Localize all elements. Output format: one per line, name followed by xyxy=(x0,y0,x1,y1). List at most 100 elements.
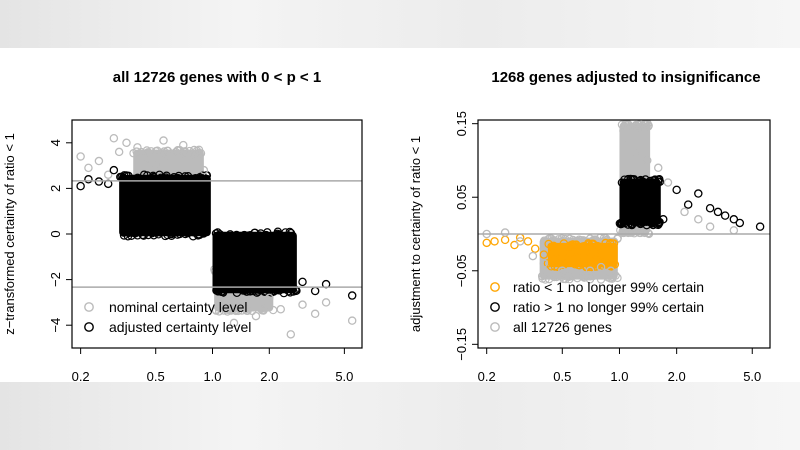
right-cloud-point xyxy=(650,176,659,185)
left-cloud-point xyxy=(138,230,147,240)
right-chart-ylabel: adjustment to certainty of ratio < 1 xyxy=(408,136,423,332)
left-point-series-1 xyxy=(133,186,142,195)
right-x-tick-label: 0.5 xyxy=(553,369,571,384)
right-point-series-1 xyxy=(720,211,730,220)
right-cloud-point xyxy=(619,217,628,226)
left-x-tick-label: 2.0 xyxy=(260,369,278,384)
left-cloud-point xyxy=(286,228,296,238)
right-cloud-point xyxy=(571,240,581,249)
left-point-series-0 xyxy=(251,311,261,321)
left-point-series-1 xyxy=(241,266,250,275)
left-reference-lines xyxy=(72,180,362,288)
right-point-series-0 xyxy=(573,253,582,262)
left-x-tick-label: 5.0 xyxy=(335,369,353,384)
left-x-tick-label: 0.2 xyxy=(72,369,90,384)
right-point-series-2 xyxy=(630,148,639,158)
left-point-series-0 xyxy=(159,136,168,145)
right-point-series-1 xyxy=(735,218,745,228)
right-x-tick-label: 1.0 xyxy=(610,369,628,384)
left-cloud-point xyxy=(215,230,225,239)
right-cloud-point xyxy=(634,228,644,237)
right-x-tick-label: 2.0 xyxy=(668,369,686,384)
right-cloud-point xyxy=(647,219,657,228)
right-point-series-2 xyxy=(663,178,673,187)
left-cloud-point xyxy=(124,228,134,238)
left-point-series-1 xyxy=(223,252,232,262)
right-point-series-1 xyxy=(672,185,681,195)
right-cloud-point xyxy=(610,260,620,269)
left-point-series-0 xyxy=(114,147,124,157)
left-x-tick-label: 0.5 xyxy=(147,369,165,384)
right-cloud-point xyxy=(640,228,649,238)
left-point-series-0 xyxy=(76,152,85,161)
right-cloud-point xyxy=(620,219,629,228)
right-cloud-point xyxy=(655,175,664,184)
right-point-series-2 xyxy=(694,215,703,224)
right-point-series-1 xyxy=(694,189,703,198)
right-point-series-2 xyxy=(680,207,689,217)
left-cloud-point xyxy=(291,285,300,294)
right-point-series-2 xyxy=(619,126,628,136)
right-x-tick-label: 0.2 xyxy=(478,369,496,384)
left-point-series-0 xyxy=(151,161,160,170)
left-y-tick-label: 4 xyxy=(48,139,63,146)
right-point-series-2 xyxy=(528,251,538,261)
right-cloud-point xyxy=(584,240,594,249)
left-point-series-1 xyxy=(84,175,93,184)
right-plot-frame xyxy=(477,119,771,349)
left-cloud-point xyxy=(161,231,170,241)
right-point-series-2 xyxy=(573,273,582,283)
right-point-series-2 xyxy=(642,156,652,165)
right-legend-label-gray: all 12726 genes xyxy=(513,319,612,335)
left-point-series-0 xyxy=(179,140,188,150)
right-point-series-2 xyxy=(500,228,510,237)
right-point-series-2 xyxy=(729,226,739,235)
right-cloud-point xyxy=(629,175,638,185)
right-points xyxy=(482,126,765,283)
right-point-series-1 xyxy=(636,178,646,187)
right-point-series-1 xyxy=(659,215,668,224)
left-point-series-0 xyxy=(122,138,131,148)
right-point-series-1 xyxy=(705,204,715,213)
left-legend: nominal certainty level adjusted certain… xyxy=(84,299,251,335)
left-cloud-point xyxy=(231,306,240,316)
right-cloud-point xyxy=(544,234,553,244)
left-point-series-0 xyxy=(166,152,175,161)
left-cloud-point xyxy=(119,228,128,237)
left-y-tick-label: −2 xyxy=(48,272,63,287)
left-y-tick-label: 2 xyxy=(48,185,63,192)
left-cloud-point xyxy=(183,171,193,181)
right-cloud-point xyxy=(544,239,553,249)
left-cloud-point xyxy=(133,231,142,240)
left-legend-label-adjusted: adjusted certainty level xyxy=(109,319,251,335)
right-point-series-2 xyxy=(539,259,549,268)
right-y-axis: −0.15 −0.05 0.05 0.15 xyxy=(454,111,478,361)
right-legend-marker-gray xyxy=(490,322,500,332)
left-point-series-0 xyxy=(216,295,225,305)
left-cloud-point xyxy=(183,229,192,238)
right-point-series-1 xyxy=(683,200,693,209)
left-point-series-1 xyxy=(265,275,274,284)
right-point-series-1 xyxy=(623,185,632,195)
left-point-series-1 xyxy=(199,222,209,232)
right-cloud-point xyxy=(561,274,570,284)
background-band-top xyxy=(0,0,800,48)
left-point-series-0 xyxy=(103,170,113,179)
right-cloud-point xyxy=(586,242,595,251)
left-point-series-1 xyxy=(310,286,320,296)
right-chart-panel: 1268 genes adjusted to insignificance ad… xyxy=(408,69,771,384)
left-chart-ylabel: z−transformed certainty of ratio < 1 xyxy=(2,133,17,335)
right-point-series-0 xyxy=(530,244,540,253)
right-legend-label-orange: ratio < 1 no longer 99% certain xyxy=(513,279,704,295)
left-point-series-0 xyxy=(241,302,250,312)
left-point-series-1 xyxy=(76,181,85,191)
right-y-tick-label: 0.05 xyxy=(454,185,469,210)
right-cloud-point xyxy=(568,240,577,249)
left-legend-marker-adjusted xyxy=(84,322,94,332)
right-point-series-2 xyxy=(585,266,595,276)
right-cloud-point xyxy=(557,234,566,243)
right-point-series-0 xyxy=(585,251,595,261)
left-cloud-point xyxy=(242,287,251,296)
right-point-series-0 xyxy=(500,235,510,245)
left-point-series-0 xyxy=(229,318,239,328)
